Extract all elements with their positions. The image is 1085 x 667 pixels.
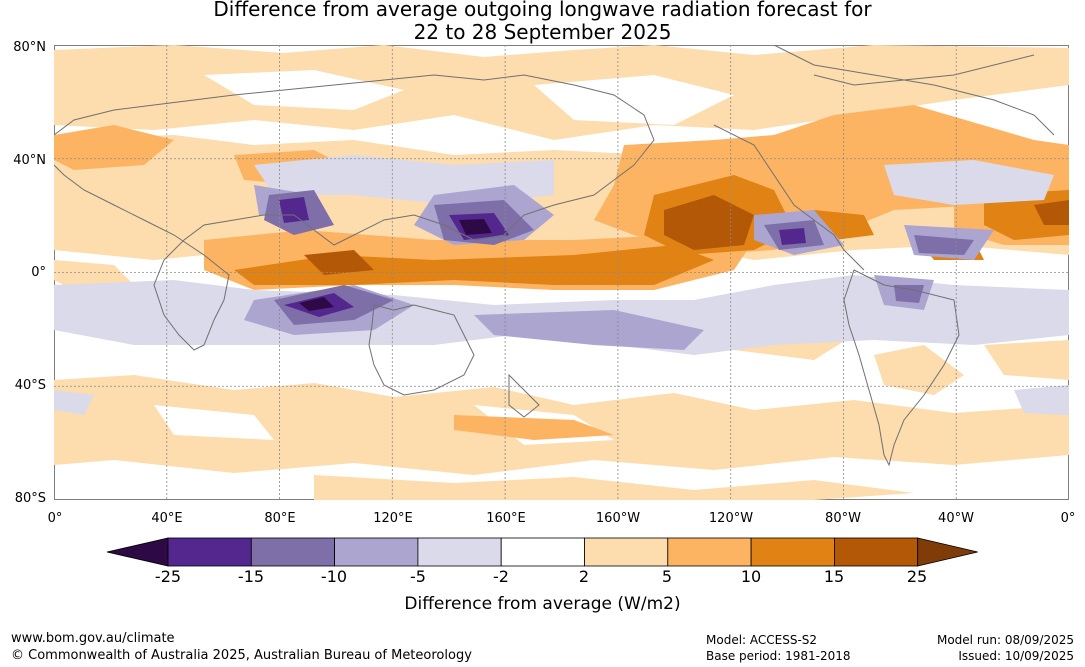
lon-label-40e: 40°E [151,511,183,526]
colorbar-extend-low [106,537,169,567]
colorbar-segment [834,537,919,567]
lat-label-equator: 0° [31,265,46,280]
map-title-line-2: 22 to 28 September 2025 [413,20,672,44]
footer-copyright: © Commonwealth of Australia 2025, Austra… [11,648,472,663]
lon-label-0: 0° [47,511,63,526]
olr-anomaly-map [54,45,1069,500]
graticule [54,45,1069,500]
lon-label-80w: 80°W [825,511,861,526]
colorbar-segment [417,537,502,567]
lon-label-360: 0° [1060,511,1076,526]
colorbar-label: Difference from average (W/m2) [404,594,681,614]
colorbar-tick-label: -2 [493,567,509,586]
footer-url: www.bom.gov.au/climate [11,631,175,646]
colorbar-tick-label: -5 [410,567,426,586]
colorbar-tick-label: 2 [578,567,590,586]
colorbar-segment [750,537,835,567]
colorbar-segment [167,537,252,567]
colorbar-segment [334,537,419,567]
anomaly-fill-minus25-to-minus15 [279,197,806,317]
colorbar-tick-label: -10 [320,567,348,586]
colorbar-tick-label: 25 [906,567,928,586]
lon-label-120w: 120°W [708,511,754,526]
colorbar-tick-label: -25 [154,567,182,586]
colorbar-tick-label: 10 [740,567,762,586]
colorbar-segment [667,537,752,567]
colorbar [106,537,978,567]
colorbar-segment [584,537,669,567]
footer-base-period: Base period: 1981-2018 [706,649,851,663]
colorbar-segment [250,537,336,567]
anomaly-fill-15-to-25 [304,195,1069,275]
lon-label-160e: 160°E [486,511,526,526]
anomaly-fill-below-minus25 [299,219,492,311]
colorbar-extend-high [917,537,978,567]
lat-label-40s: 40°S [14,378,46,393]
lon-label-120e: 120°E [373,511,413,526]
footer-issued: Issued: 10/09/2025 [958,649,1074,663]
colorbar-tick-label: 15 [823,567,845,586]
lon-label-40w: 40°W [938,511,974,526]
lat-label-40n: 40°N [13,153,46,168]
footer-model: Model: ACCESS-S2 [706,633,818,647]
footer-model-run: Model run: 08/09/2025 [936,633,1074,647]
colorbar-tick-label: -15 [237,567,265,586]
map-title-line-1: Difference from average outgoing longwav… [213,0,872,21]
lat-label-80n: 80°N [13,40,46,55]
lat-label-80s: 80°S [14,491,46,506]
coastlines [54,45,1055,467]
colorbar-segment [500,537,585,567]
colorbar-tick-label: 5 [661,567,673,586]
lon-label-160w: 160°W [595,511,641,526]
lon-label-80e: 80°E [264,511,296,526]
